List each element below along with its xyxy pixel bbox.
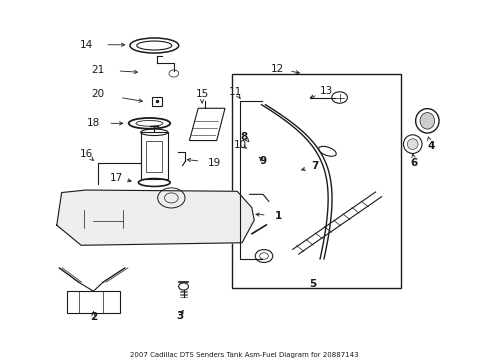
Text: 3: 3 [176, 311, 183, 320]
Ellipse shape [419, 113, 434, 129]
Text: 17: 17 [110, 173, 123, 183]
Text: 12: 12 [270, 64, 284, 74]
Text: 8: 8 [241, 132, 247, 142]
Text: 5: 5 [308, 279, 316, 289]
Text: 21: 21 [91, 64, 104, 75]
Text: 16: 16 [79, 149, 92, 159]
Bar [146, 141, 162, 172]
Text: 7: 7 [311, 161, 318, 171]
Bar [232, 74, 400, 288]
Text: 13: 13 [319, 86, 332, 96]
Text: 18: 18 [86, 118, 100, 128]
Text: 1: 1 [274, 211, 282, 221]
Polygon shape [57, 190, 254, 245]
Bar [66, 291, 120, 313]
Text: 6: 6 [410, 158, 417, 168]
Text: 4: 4 [426, 141, 433, 151]
Text: 14: 14 [79, 40, 92, 50]
Text: 10: 10 [234, 140, 246, 150]
Text: 19: 19 [207, 158, 221, 168]
Text: 2007 Cadillac DTS Senders Tank Asm-Fuel Diagram for 20887143: 2007 Cadillac DTS Senders Tank Asm-Fuel … [130, 352, 358, 358]
Bar [152, 97, 161, 106]
Text: 15: 15 [195, 89, 208, 99]
Text: 2: 2 [89, 312, 97, 322]
Text: 11: 11 [229, 87, 242, 97]
Ellipse shape [407, 139, 417, 149]
Bar [141, 132, 167, 179]
Text: 9: 9 [259, 156, 266, 166]
Text: 20: 20 [91, 89, 104, 99]
